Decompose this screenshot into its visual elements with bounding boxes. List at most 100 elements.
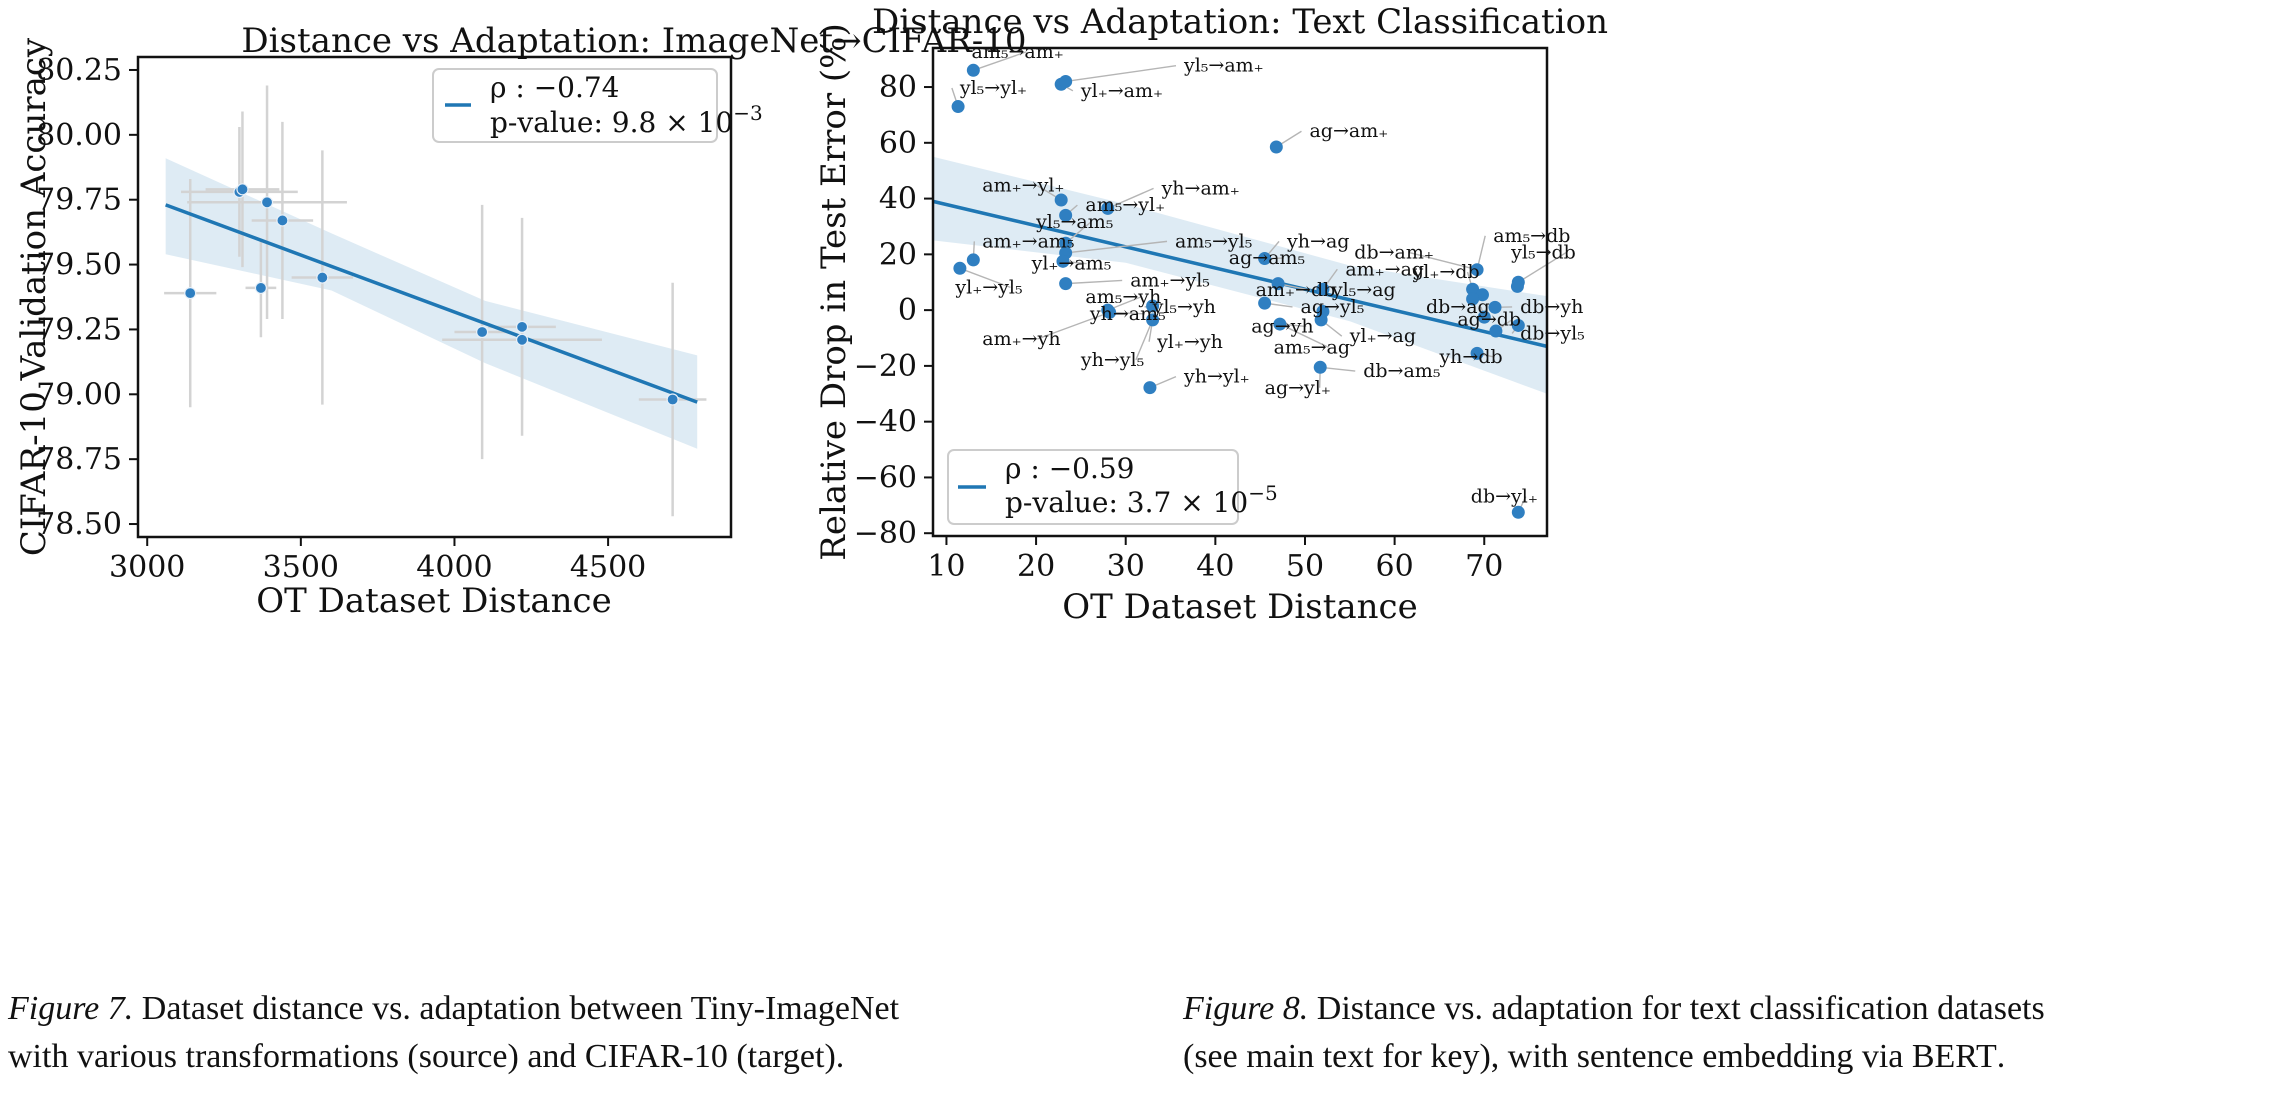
legend-pvalue-exponent: −5 <box>1248 481 1277 505</box>
point-label: ag→yl₊ <box>1265 377 1331 399</box>
data-point <box>966 63 980 77</box>
point-label: am₊→yl₅ <box>1130 269 1210 291</box>
y-tick-label: 78.75 <box>36 442 122 477</box>
x-tick-label: 50 <box>1286 549 1324 584</box>
x-axis-label: OT Dataset Distance <box>1062 587 1417 627</box>
data-point <box>1314 313 1328 327</box>
data-point <box>1056 254 1070 268</box>
label-arrow <box>1517 251 1567 283</box>
legend-rho: ρ : −0.59 <box>1005 452 1135 485</box>
y-tick-label: 60 <box>879 126 917 161</box>
data-point <box>476 325 489 339</box>
label-arrow <box>1037 311 1110 340</box>
legend-box <box>432 68 718 143</box>
point-label: yh→ag <box>1286 230 1349 252</box>
chart-imagenet-cifar10: Distance vs Adaptation: ImageNet→CIFAR-1… <box>14 21 1027 621</box>
regression-line <box>165 203 698 404</box>
data-point <box>1466 282 1480 296</box>
label-arrow <box>1279 323 1329 348</box>
x-axis-label: OT Dataset Distance <box>256 581 611 621</box>
legend-rho: ρ : −0.74 <box>490 71 620 104</box>
data-point <box>254 281 268 295</box>
y-tick-label: 20 <box>879 237 917 272</box>
data-point <box>276 214 289 227</box>
point-label: db→ag <box>1426 296 1490 318</box>
legend-box <box>947 449 1239 525</box>
x-tick-label: 70 <box>1465 549 1503 584</box>
point-label: yl₊→ag <box>1349 325 1416 347</box>
regression-line-path <box>932 199 1548 349</box>
data-point <box>966 253 980 267</box>
data-point <box>1059 74 1073 88</box>
point-label: yh→am₊ <box>1161 177 1240 199</box>
caption-dataset-name: CIFAR-10 <box>584 1038 728 1075</box>
data-point <box>1475 288 1489 302</box>
legend: ρ : −0.74 p-value: 9.8 × 10−3 <box>432 68 763 143</box>
data-point <box>1146 299 1160 313</box>
y-ticks: −80 −60 −40 −20 0 20 40 60 80 <box>854 70 933 551</box>
y-tick-label: −20 <box>854 349 917 384</box>
y-tick-label: 79.50 <box>36 248 122 283</box>
data-point <box>1258 252 1272 266</box>
data-point <box>1470 346 1484 360</box>
point-label: db→yh <box>1520 296 1583 318</box>
chart-title: Distance vs Adaptation: Text Classificat… <box>872 2 1608 42</box>
y-tick-label: 80.00 <box>36 118 122 153</box>
point-label: yl₊→yl₅ <box>954 276 1022 298</box>
point-label: am₊→db <box>1256 279 1336 301</box>
x-tick-label: 4500 <box>570 550 646 585</box>
point-label: yl₅→db <box>1510 242 1576 264</box>
y-ticks: 78.50 78.75 79.00 79.25 79.50 79.75 80.00 80.25 <box>36 53 138 542</box>
chart-text-classification: Distance vs Adaptation: Text Classificat… <box>814 2 1608 627</box>
point-label: yl₅→am₊ <box>1183 55 1264 77</box>
data-point <box>1466 292 1480 306</box>
point-label: am₊→am₅ <box>982 230 1074 252</box>
y-tick-label: 80 <box>879 70 917 105</box>
data-point <box>515 333 529 346</box>
point-label: yh→yl₊ <box>1183 366 1250 388</box>
data-points <box>951 63 1525 519</box>
y-tick-label: 79.00 <box>36 377 122 412</box>
point-label: am₅→yl₊ <box>1085 194 1165 216</box>
data-point <box>515 320 529 333</box>
data-point <box>1313 360 1327 374</box>
data-point <box>1103 305 1117 319</box>
caption-figure-8: Figure 8. Distance vs. adaptation for te… <box>1183 985 2045 1081</box>
data-point <box>1489 324 1503 338</box>
label-arrow <box>973 51 1027 71</box>
point-label: am₅→yh <box>1085 286 1161 308</box>
legend-pvalue: p-value: 9.8 × 10−3 <box>490 101 763 139</box>
x-tick-label: 30 <box>1107 549 1145 584</box>
data-points <box>184 183 679 406</box>
point-label: ag→yh <box>1251 315 1313 337</box>
point-label: db→am₅ <box>1363 360 1440 382</box>
data-point <box>1316 282 1330 296</box>
x-tick-label: 40 <box>1196 549 1234 584</box>
label-arrow <box>1135 319 1154 361</box>
data-point <box>1146 313 1160 327</box>
label-arrow <box>1065 240 1168 254</box>
data-point <box>1059 277 1073 291</box>
x-tick-label: 3500 <box>263 550 339 585</box>
caption-model-name: BERT <box>1911 1038 1997 1075</box>
x-ticks: 3000 3500 4000 4500 <box>109 537 646 585</box>
caption-line-2: (see main text for key), with sentence e… <box>1183 1038 2006 1075</box>
point-label: am₅→yl₅ <box>1175 230 1252 252</box>
data-point <box>953 261 967 275</box>
point-label: db→am₊ <box>1354 242 1434 264</box>
data-point <box>1101 201 1115 215</box>
data-point <box>260 196 274 209</box>
data-point <box>1059 208 1073 222</box>
point-label: ag→am₅ <box>1229 247 1305 269</box>
point-label: am₊→ag <box>1345 258 1424 280</box>
data-point <box>1269 140 1283 154</box>
point-label: am₊→yl₊ <box>982 175 1064 197</box>
x-tick-label: 10 <box>927 549 965 584</box>
caption-figure-number: Figure 8. <box>1183 990 1309 1027</box>
legend-pvalue-exponent: −3 <box>733 101 762 125</box>
point-label: am₊→yh <box>982 328 1060 350</box>
data-point <box>1273 317 1287 331</box>
plot-frame <box>931 46 1549 538</box>
data-point <box>1488 300 1502 314</box>
point-label: ag→db <box>1457 308 1521 330</box>
